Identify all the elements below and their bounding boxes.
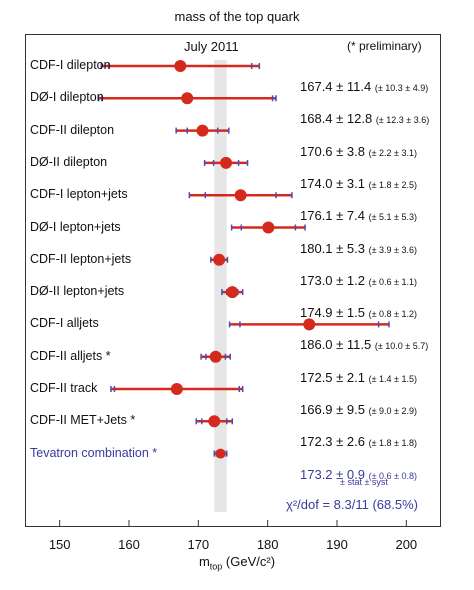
measurement-marker bbox=[196, 124, 209, 137]
measurement-value: 170.6 ± 3.8 (± 2.2 ± 3.1) bbox=[300, 143, 417, 161]
measurement-marker bbox=[262, 221, 275, 234]
chart-title: mass of the top quark bbox=[174, 9, 300, 24]
measurement-value: 172.3 ± 2.6 (± 1.8 ± 1.8) bbox=[300, 433, 417, 451]
measurement-total: 186.0 ± 11.5 bbox=[300, 337, 375, 353]
measurement-value: 172.5 ± 2.1 (± 1.4 ± 1.5) bbox=[300, 369, 417, 387]
measurement-breakdown: (± 0.6 ± 1.1) bbox=[368, 276, 417, 287]
measurement-marker bbox=[213, 253, 226, 266]
measurement-value: 173.0 ± 1.2 (± 0.6 ± 1.1) bbox=[300, 272, 417, 290]
measurement-total: 172.3 ± 2.6 bbox=[300, 434, 369, 450]
measurement-marker bbox=[174, 60, 187, 72]
measurement-value: 176.1 ± 7.4 (± 5.1 ± 5.3) bbox=[300, 207, 417, 225]
measurement-label: CDF-II MET+Jets * bbox=[30, 413, 136, 428]
measurement-label: Tevatron combination * bbox=[30, 445, 158, 460]
measurement-value: 186.0 ± 11.5 (± 10.0 ± 5.7) bbox=[300, 336, 428, 354]
measurement-label: CDF-I dilepton bbox=[30, 58, 111, 72]
measurement-breakdown: (± 0.8 ± 1.2) bbox=[368, 309, 417, 320]
measurement-label: CDF-II lepton+jets bbox=[30, 251, 132, 266]
measurement-breakdown: (± 12.3 ± 3.6) bbox=[375, 115, 430, 126]
measurement-value: 174.0 ± 3.1 (± 1.8 ± 2.5) bbox=[300, 175, 417, 193]
plot-frame bbox=[25, 34, 441, 527]
measurement-total: 176.1 ± 7.4 bbox=[300, 208, 369, 224]
measurement-label: DØ-II dilepton bbox=[30, 154, 108, 169]
combination-band bbox=[214, 60, 227, 512]
x-tick-label: 160 bbox=[118, 537, 140, 552]
measurement-total: 174.0 ± 3.1 bbox=[300, 175, 369, 191]
measurement-total: 170.6 ± 3.8 bbox=[300, 143, 369, 159]
measurement-total: 167.4 ± 11.4 bbox=[300, 79, 375, 94]
chart-subtitle: July 2011 bbox=[184, 39, 239, 54]
measurement-breakdown: (± 1.4 ± 1.5) bbox=[368, 373, 417, 384]
x-tick-label: 170 bbox=[187, 537, 209, 552]
measurement-breakdown: (± 10.0 ± 5.7) bbox=[374, 341, 429, 352]
measurement-marker bbox=[215, 448, 226, 459]
measurement-total: 174.9 ± 1.5 bbox=[300, 305, 369, 321]
measurement-marker bbox=[220, 156, 233, 169]
measurement-total: 173.0 ± 1.2 bbox=[300, 272, 369, 288]
chi2-annotation: χ²/dof = 8.3/11 (68.5%) bbox=[286, 497, 418, 512]
measurement-marker bbox=[226, 286, 239, 299]
measurement-value: 166.9 ± 9.5 (± 9.0 ± 2.9) bbox=[300, 401, 417, 419]
measurement-label: DØ-I dilepton bbox=[30, 90, 104, 105]
measurement-label: DØ-I lepton+jets bbox=[30, 219, 121, 234]
measurement-label: CDF-II track bbox=[30, 381, 98, 395]
x-tick-label: 150 bbox=[49, 537, 71, 552]
measurement-breakdown: (± 1.8 ± 1.8) bbox=[368, 438, 417, 449]
measurement-value: 168.4 ± 12.8 (± 12.3 ± 3.6) bbox=[300, 110, 429, 128]
stat-syst-note: ± stat ± syst bbox=[340, 477, 388, 487]
measurement-marker bbox=[234, 189, 247, 202]
measurement-label: CDF-II alljets * bbox=[30, 348, 111, 363]
x-axis-label: mtop (GeV/c²) bbox=[198, 554, 276, 572]
x-tick-label: 180 bbox=[257, 537, 279, 552]
measurement-breakdown: (± 3.9 ± 3.6) bbox=[368, 244, 417, 255]
preliminary-annotation: (* preliminary) bbox=[347, 39, 422, 53]
measurement-marker bbox=[209, 350, 222, 363]
x-tick-label: 190 bbox=[326, 537, 348, 552]
measurement-marker bbox=[170, 383, 183, 395]
measurement-label: CDF-II dilepton bbox=[30, 122, 115, 137]
measurement-total: 180.1 ± 5.3 bbox=[300, 240, 369, 256]
measurement-value: 180.1 ± 5.3 (± 3.9 ± 3.6) bbox=[300, 240, 417, 258]
measurement-breakdown: (± 9.0 ± 2.9) bbox=[368, 406, 417, 416]
measurement-breakdown: (± 1.8 ± 2.5) bbox=[368, 179, 417, 190]
measurement-value: 173.2 ± 0.9 (± 0.6 ± 0.8) bbox=[300, 466, 417, 484]
measurement-breakdown: (± 10.3 ± 4.9) bbox=[374, 83, 429, 93]
measurement-breakdown: (± 2.2 ± 3.1) bbox=[368, 147, 417, 158]
measurement-label: DØ-II lepton+jets bbox=[30, 284, 125, 299]
measurement-label: CDF-I lepton+jets bbox=[30, 187, 128, 202]
measurement-total: 173.2 ± 0.9 bbox=[300, 466, 369, 482]
measurement-marker bbox=[303, 318, 316, 331]
measurement-total: 168.4 ± 12.8 bbox=[300, 111, 376, 127]
measurement-value: 167.4 ± 11.4 (± 10.3 ± 4.9) bbox=[300, 78, 428, 96]
measurement-breakdown: (± 0.6 ± 0.8) bbox=[368, 470, 417, 481]
measurement-total: 166.9 ± 9.5 bbox=[300, 402, 369, 417]
measurement-value: 174.9 ± 1.5 (± 0.8 ± 1.2) bbox=[300, 304, 417, 322]
measurement-label: CDF-I alljets bbox=[30, 316, 99, 331]
measurement-total: 172.5 ± 2.1 bbox=[300, 369, 369, 385]
measurement-marker bbox=[208, 415, 221, 428]
measurement-breakdown: (± 5.1 ± 5.3) bbox=[368, 212, 417, 223]
measurement-marker bbox=[181, 92, 194, 105]
x-tick-label: 200 bbox=[395, 537, 417, 552]
